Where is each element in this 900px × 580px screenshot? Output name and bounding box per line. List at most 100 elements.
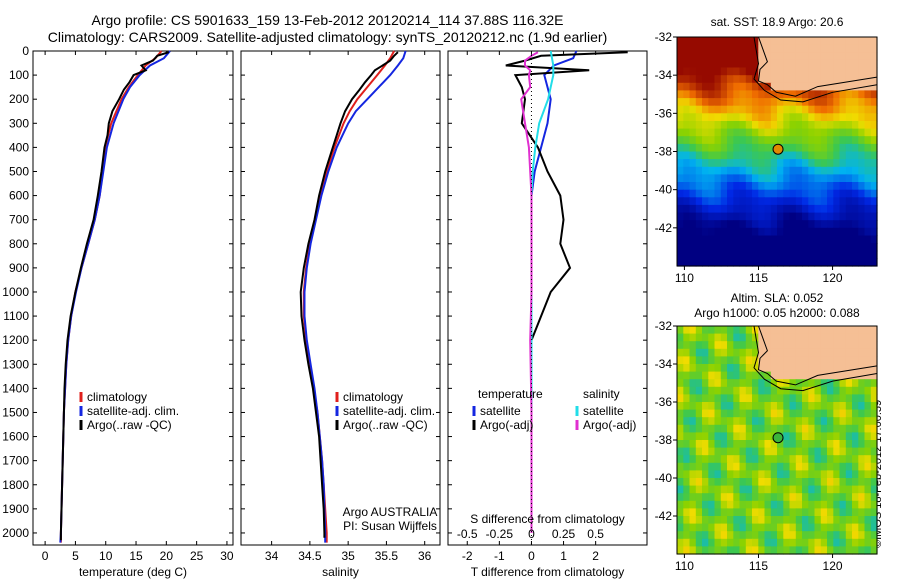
map-cell	[820, 250, 828, 259]
map-cell	[764, 243, 772, 252]
map-cell	[845, 212, 853, 221]
map-cell	[752, 227, 759, 236]
map-cell	[720, 52, 728, 61]
map-cell	[714, 243, 722, 252]
map-cell	[745, 516, 753, 525]
map-cell	[727, 166, 734, 175]
map-cell	[708, 105, 716, 114]
map-cell	[764, 523, 772, 532]
map-cell	[733, 52, 741, 61]
map-cell	[852, 531, 859, 540]
map-cell	[870, 356, 878, 365]
map-cell	[808, 538, 816, 547]
map-cell	[839, 250, 847, 259]
map-cell	[733, 493, 741, 502]
map-cell	[752, 67, 759, 76]
map-cell	[739, 409, 747, 418]
map-cell	[745, 113, 753, 122]
map-cell	[720, 432, 728, 441]
map-cell	[814, 356, 822, 365]
map-cell	[839, 546, 847, 555]
map-cell	[727, 75, 734, 84]
map-cell	[814, 493, 822, 502]
map-cell	[802, 432, 809, 441]
map-cell	[764, 531, 772, 540]
map-cell	[683, 356, 691, 365]
map-cell	[702, 348, 709, 357]
map-cell	[695, 371, 703, 380]
y-tick-label: 1300	[2, 357, 29, 371]
map-cell	[733, 197, 741, 206]
map-cell	[789, 121, 797, 130]
map-cell	[833, 341, 841, 350]
map-cell	[852, 402, 859, 411]
map-cell	[777, 235, 784, 244]
map-cell	[858, 37, 866, 46]
map-cell	[789, 341, 797, 350]
map-cell	[820, 182, 828, 191]
map-cell	[783, 113, 791, 122]
map-cell	[727, 189, 734, 198]
map-cell	[689, 227, 697, 236]
map-cell	[795, 128, 803, 137]
map-cell	[739, 151, 747, 160]
map-cell	[770, 455, 778, 464]
map-cell	[702, 90, 709, 99]
map-cell	[770, 113, 778, 122]
map-cell	[739, 424, 747, 433]
map-cell	[677, 105, 684, 114]
map-cell	[783, 151, 791, 160]
map-cell	[727, 37, 734, 46]
map-cell	[702, 356, 709, 365]
map-cell	[752, 52, 759, 61]
map-cell	[845, 250, 853, 259]
map-cell	[789, 364, 797, 373]
sla-map: 110 115 120-32-34-36-38-40-42	[655, 319, 878, 573]
map-cell	[689, 220, 697, 229]
map-cell	[683, 462, 691, 471]
map-cell	[752, 470, 759, 479]
map-cell	[783, 98, 791, 107]
map-cell	[745, 67, 753, 76]
map-cell	[714, 44, 722, 53]
map-cell	[852, 493, 859, 502]
map-cell	[833, 500, 841, 509]
map-cell	[695, 258, 703, 267]
map-cell	[820, 44, 828, 53]
map-cell	[808, 508, 816, 517]
map-cell	[702, 478, 709, 487]
map-cell	[702, 113, 709, 122]
map-cell	[833, 523, 841, 532]
map-cell	[739, 493, 747, 502]
map-cell	[764, 37, 772, 46]
map-cell	[739, 470, 747, 479]
map-cell	[858, 417, 866, 426]
map-cell	[814, 455, 822, 464]
map-cell	[827, 546, 834, 555]
map-cell	[802, 326, 809, 335]
map-cell	[795, 417, 803, 426]
map-cell	[764, 258, 772, 267]
map-cell	[727, 341, 734, 350]
map-cell	[720, 121, 728, 130]
map-cell	[758, 478, 766, 487]
map-cell	[870, 462, 878, 471]
map-cell	[845, 478, 853, 487]
map-cell	[770, 44, 778, 53]
map-cell	[777, 417, 784, 426]
map-cell	[770, 250, 778, 259]
map-cell	[752, 455, 759, 464]
map-cell	[845, 98, 853, 107]
map-cell	[689, 394, 697, 403]
map-cell	[708, 348, 716, 357]
map-cell	[795, 151, 803, 160]
legend-entry: Argo(-adj)	[480, 418, 533, 432]
map-cell	[839, 105, 847, 114]
map-cell	[752, 151, 759, 160]
map-cell	[702, 258, 709, 267]
map-cell	[845, 508, 853, 517]
map-cell	[770, 82, 778, 91]
map-cell	[714, 531, 722, 540]
map-cell	[764, 44, 772, 53]
